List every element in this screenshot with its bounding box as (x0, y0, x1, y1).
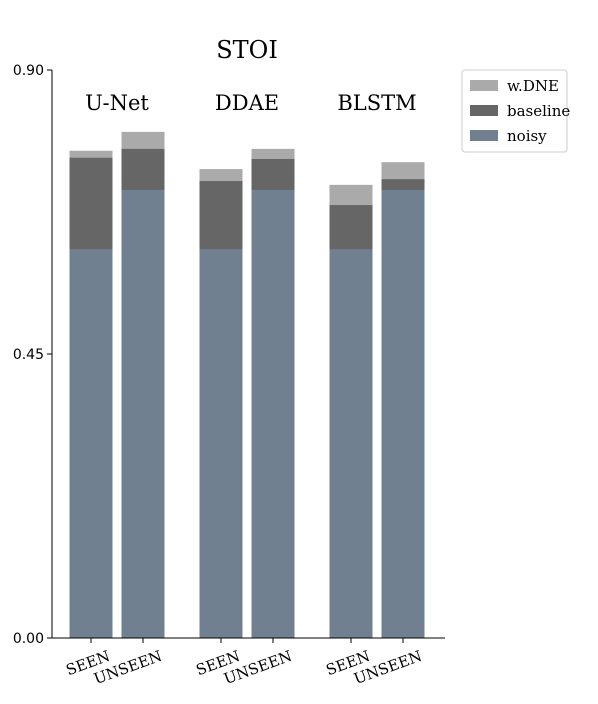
chart-title: STOI (216, 36, 278, 64)
group-label: DDAE (215, 91, 279, 115)
y-tick-label: 0.45 (13, 347, 44, 363)
legend-label: w.DNE (507, 77, 559, 95)
legend-label: noisy (507, 127, 547, 145)
bar (121, 189, 165, 638)
group-label: BLSTM (337, 91, 416, 115)
bar (381, 189, 425, 638)
legend-label: baseline (507, 102, 570, 120)
bar (199, 249, 243, 639)
group-label: U-Net (85, 91, 149, 115)
y-tick-label: 0.00 (13, 631, 44, 647)
legend-swatch (470, 80, 498, 91)
y-tick-label: 0.90 (13, 63, 44, 79)
bar (69, 249, 113, 639)
bar (251, 189, 295, 638)
bar (329, 249, 373, 639)
legend-swatch (470, 130, 498, 141)
legend-swatch (470, 105, 498, 116)
